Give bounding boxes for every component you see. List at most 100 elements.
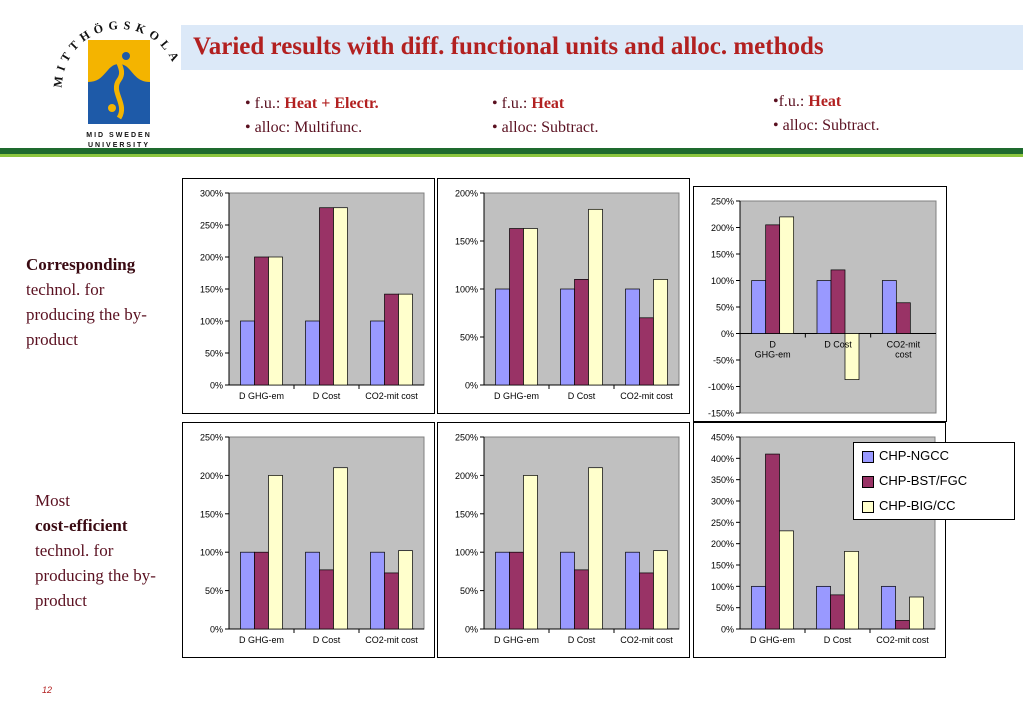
bar-chp-big-cc-d-cost — [588, 208, 603, 386]
legend-swatch-chp-ngcc — [862, 451, 874, 463]
bar-chp-bst-fgc-d-cost — [830, 269, 846, 334]
y-tick-label: -150% — [708, 409, 734, 419]
chart-bottom-1: 0% 50% 100% 150% 200% 250% D GHG-em D Cost CO2-m… — [182, 422, 435, 658]
y-tick-label: 200% — [711, 539, 734, 549]
legend-label-chp-big-cc: CHP-BIG/CC — [879, 498, 956, 513]
y-tick-label: 150% — [200, 285, 223, 295]
page-number: 12 — [42, 685, 53, 695]
x-tick-label: D GHG-em — [755, 340, 791, 360]
x-tick-label: D GHG-em — [239, 391, 284, 401]
bar-chp-big-cc-d-cost — [588, 467, 603, 630]
y-tick-label: 150% — [455, 237, 478, 247]
x-tick-label: CO2-mit cost — [887, 340, 921, 360]
bar-chp-bst-fgc-d-ghg-em — [509, 228, 524, 386]
y-tick-label: 0% — [721, 625, 734, 635]
row-label-top: Corresponding technol. for producing the… — [26, 252, 147, 352]
bar-chp-ngcc-d-ghg-em — [751, 585, 766, 630]
bar-chp-ngcc-d-cost — [560, 288, 575, 386]
bar-chp-bst-fgc-d-ghg-em — [254, 256, 269, 386]
legend-swatch-chp-big-cc — [862, 501, 874, 513]
x-tick-label: D Cost — [568, 635, 596, 645]
bar-chp-big-cc-d-ghg-em — [268, 475, 283, 630]
y-tick-label: 50% — [205, 586, 223, 596]
bar-chp-bst-fgc-d-cost — [574, 279, 589, 386]
bar-chp-ngcc-co2-mit-cost — [881, 585, 896, 630]
bar-chp-bst-fgc-co2-mit-cost — [384, 572, 399, 630]
chart-bottom-1-svg: 0% 50% 100% 150% 200% 250% D GHG-em D Cost CO2-m… — [200, 433, 425, 645]
bar-chp-ngcc-d-cost — [305, 551, 320, 630]
row-label-top-line4: product — [26, 330, 78, 349]
method-3: •f.u.: Heat • alloc: Subtract. — [773, 90, 879, 138]
bar-chp-ngcc-d-cost — [305, 320, 320, 386]
bar-chp-ngcc-d-cost — [816, 280, 832, 334]
y-tick-label: 0% — [721, 329, 734, 339]
y-tick-label: -100% — [708, 382, 734, 392]
row-label-bottom-line4: producing the by- — [35, 566, 156, 585]
y-tick-label: 250% — [200, 221, 223, 231]
x-tick-label: CO2-mit cost — [365, 635, 418, 645]
y-tick-label: 200% — [455, 471, 478, 481]
y-tick-label: 150% — [711, 250, 734, 260]
y-tick-label: -50% — [713, 356, 734, 366]
y-tick-label: 50% — [716, 603, 734, 613]
x-tick-label: D Cost — [313, 635, 341, 645]
chart-top-2-svg: 0% 50% 100% 150% 200% D GHG-em D Cost CO2-mit c… — [455, 189, 680, 401]
bar-chp-bst-fgc-d-cost — [830, 594, 845, 630]
bar-chp-ngcc-d-ghg-em — [240, 320, 255, 386]
x-tick-label: D Cost — [568, 391, 596, 401]
legend-label-chp-bst-fgc: CHP-BST/FGC — [879, 473, 968, 488]
x-tick-label: D Cost — [313, 391, 341, 401]
row-label-top-line1: Corresponding — [26, 255, 136, 274]
x-tick-label: D Cost — [824, 340, 852, 350]
bar-chp-big-cc-co2-mit-cost — [909, 596, 924, 630]
bar-chp-bst-fgc-d-cost — [319, 207, 334, 386]
bar-chp-big-cc-d-ghg-em — [779, 216, 795, 334]
y-tick-label: 100% — [200, 548, 223, 558]
y-tick-label: 150% — [200, 509, 223, 519]
bar-chp-bst-fgc-co2-mit-cost — [639, 572, 654, 630]
divider-band-light — [0, 154, 1023, 157]
y-tick-label: 0% — [465, 625, 478, 635]
chart-top-2: 0% 50% 100% 150% 200% D GHG-em D Cost CO2-mit c… — [437, 178, 690, 414]
method-1-fu-label: • f.u.: — [245, 95, 285, 112]
bar-chp-bst-fgc-co2-mit-cost — [895, 302, 911, 334]
university-logo: MITTHÖGSKOLAN MID SWEDEN UNIVERSITY — [33, 0, 190, 150]
y-tick-label: 400% — [711, 454, 734, 464]
row-label-top-line3: producing the by- — [26, 305, 147, 324]
y-tick-label: 200% — [200, 471, 223, 481]
bar-chp-bst-fgc-d-ghg-em — [765, 224, 781, 334]
x-tick-label: CO2-mit cost — [620, 635, 673, 645]
y-tick-label: 250% — [711, 518, 734, 528]
y-tick-label: 0% — [210, 381, 223, 391]
bar-chp-big-cc-d-cost — [333, 467, 348, 630]
method-2-alloc: • alloc: Subtract. — [492, 119, 599, 136]
y-tick-label: 50% — [460, 586, 478, 596]
chart-bottom-2: 0% 50% 100% 150% 200% 250% D GHG-em D Cost CO2-m… — [437, 422, 690, 658]
bar-chp-big-cc-d-ghg-em — [523, 475, 538, 630]
method-2-fu-value: Heat — [531, 95, 565, 112]
bar-chp-big-cc-d-ghg-em — [268, 256, 283, 386]
method-1: • f.u.: Heat + Electr. • alloc: Multifun… — [245, 92, 379, 140]
bar-chp-ngcc-d-cost — [816, 585, 831, 630]
bar-chp-ngcc-d-ghg-em — [495, 288, 510, 386]
y-tick-label: 200% — [711, 223, 734, 233]
y-tick-label: 150% — [711, 561, 734, 571]
bar-chp-ngcc-d-ghg-em — [240, 551, 255, 630]
y-tick-label: 250% — [455, 433, 478, 443]
method-2-fu-label: • f.u.: — [492, 95, 532, 112]
bar-chp-ngcc-d-cost — [560, 551, 575, 630]
bar-chp-ngcc-co2-mit-cost — [625, 288, 640, 386]
chart-top-3-svg: -150% -100% -50% 0% 50% 100% 150% 200% 250% D GHG-… — [708, 197, 937, 419]
bar-chp-big-cc-d-cost — [333, 207, 348, 386]
y-tick-label: 450% — [711, 433, 734, 443]
y-tick-label: 50% — [716, 303, 734, 313]
bar-chp-big-cc-d-cost — [844, 550, 859, 630]
page-title: Varied results with diff. functional uni… — [193, 33, 824, 60]
x-tick-label: CO2-mit cost — [876, 635, 929, 645]
y-tick-label: 100% — [455, 285, 478, 295]
bar-chp-big-cc-d-cost — [844, 333, 860, 380]
bar-chp-ngcc-co2-mit-cost — [881, 280, 897, 334]
bar-chp-ngcc-co2-mit-cost — [370, 551, 385, 630]
bar-chp-big-cc-co2-mit-cost — [398, 293, 413, 386]
row-label-bottom-line3: technol. for — [35, 541, 114, 560]
